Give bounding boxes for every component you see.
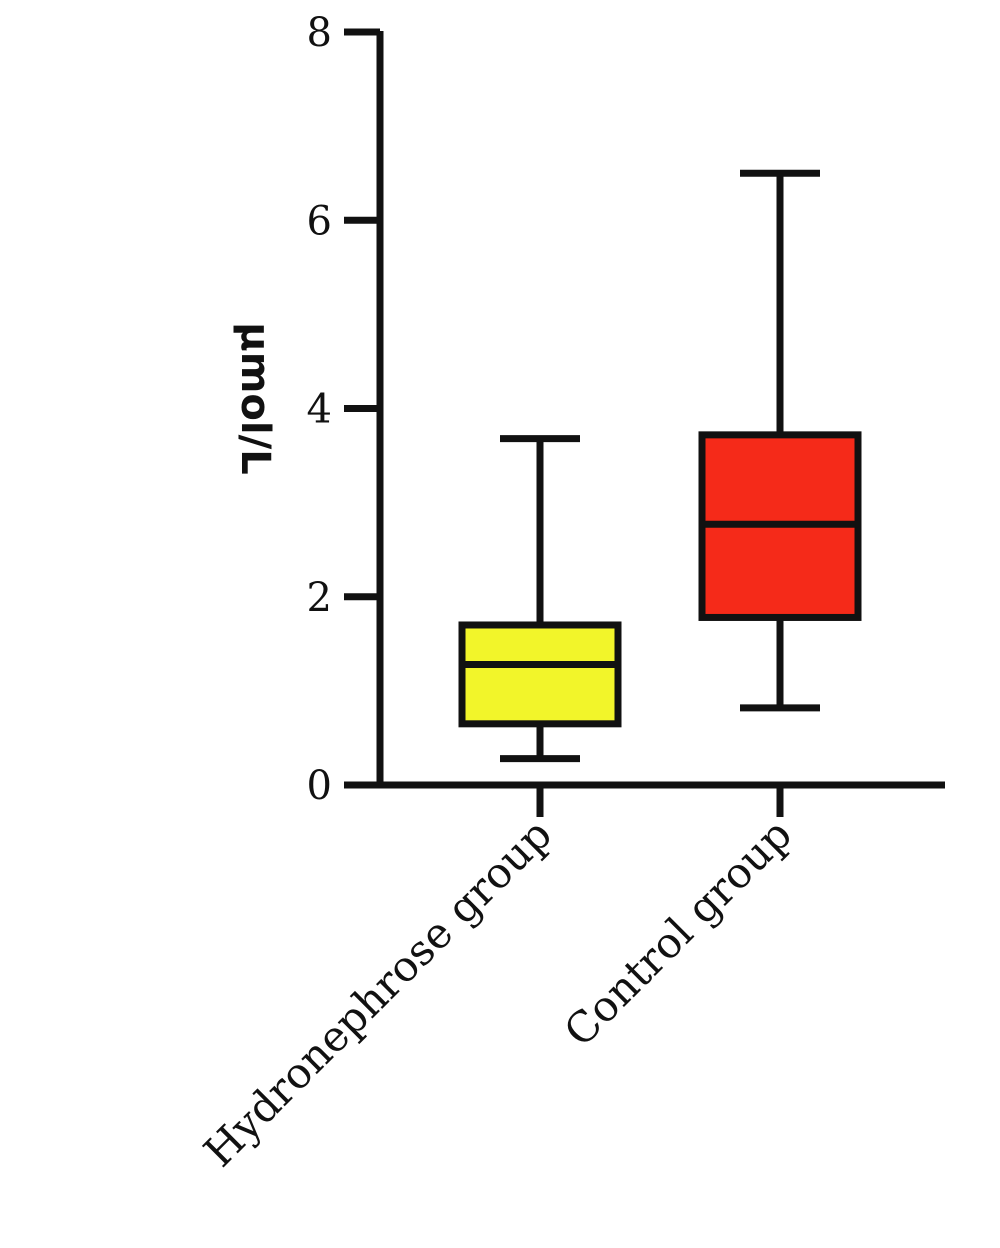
box-hydronephrose-group <box>458 435 622 763</box>
y-axis: 0 2 4 6 8 <box>307 10 384 809</box>
x-category-label: Hydronephrose group <box>194 809 561 1176</box>
y-axis-title: µmol/L <box>232 322 278 474</box>
boxes <box>458 169 862 763</box>
y-tick-label: 4 <box>307 387 332 433</box>
iqr-box <box>458 621 622 728</box>
x-category-label: Control group <box>555 809 802 1056</box>
y-tick-label: 8 <box>307 10 332 56</box>
y-tick-label: 0 <box>307 763 332 809</box>
y-tick-label: 6 <box>307 198 332 244</box>
box-control-group <box>698 169 862 712</box>
y-tick-label: 2 <box>307 575 332 621</box>
